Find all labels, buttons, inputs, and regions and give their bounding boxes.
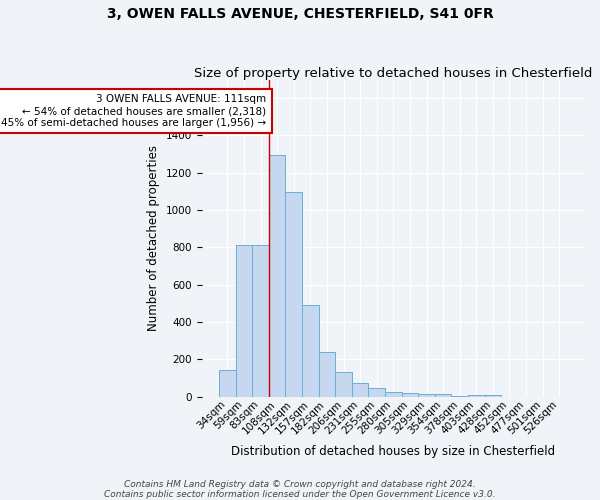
Bar xyxy=(352,383,368,396)
Bar xyxy=(302,305,319,396)
Y-axis label: Number of detached properties: Number of detached properties xyxy=(147,145,160,331)
Text: 3, OWEN FALLS AVENUE, CHESTERFIELD, S41 0FR: 3, OWEN FALLS AVENUE, CHESTERFIELD, S41 … xyxy=(107,8,493,22)
Bar xyxy=(252,244,269,396)
Bar xyxy=(485,394,501,396)
Bar xyxy=(219,370,236,396)
Bar xyxy=(401,393,418,396)
Bar xyxy=(435,394,451,396)
Bar xyxy=(269,155,286,396)
Bar xyxy=(468,395,485,396)
Bar xyxy=(286,192,302,396)
X-axis label: Distribution of detached houses by size in Chesterfield: Distribution of detached houses by size … xyxy=(231,444,556,458)
Bar xyxy=(418,394,435,396)
Text: 3 OWEN FALLS AVENUE: 111sqm
← 54% of detached houses are smaller (2,318)
45% of : 3 OWEN FALLS AVENUE: 111sqm ← 54% of det… xyxy=(1,94,266,128)
Title: Size of property relative to detached houses in Chesterfield: Size of property relative to detached ho… xyxy=(194,66,592,80)
Bar xyxy=(335,372,352,396)
Bar xyxy=(236,244,252,396)
Bar xyxy=(319,352,335,397)
Bar xyxy=(385,392,401,396)
Bar xyxy=(368,388,385,396)
Text: Contains HM Land Registry data © Crown copyright and database right 2024.
Contai: Contains HM Land Registry data © Crown c… xyxy=(104,480,496,499)
